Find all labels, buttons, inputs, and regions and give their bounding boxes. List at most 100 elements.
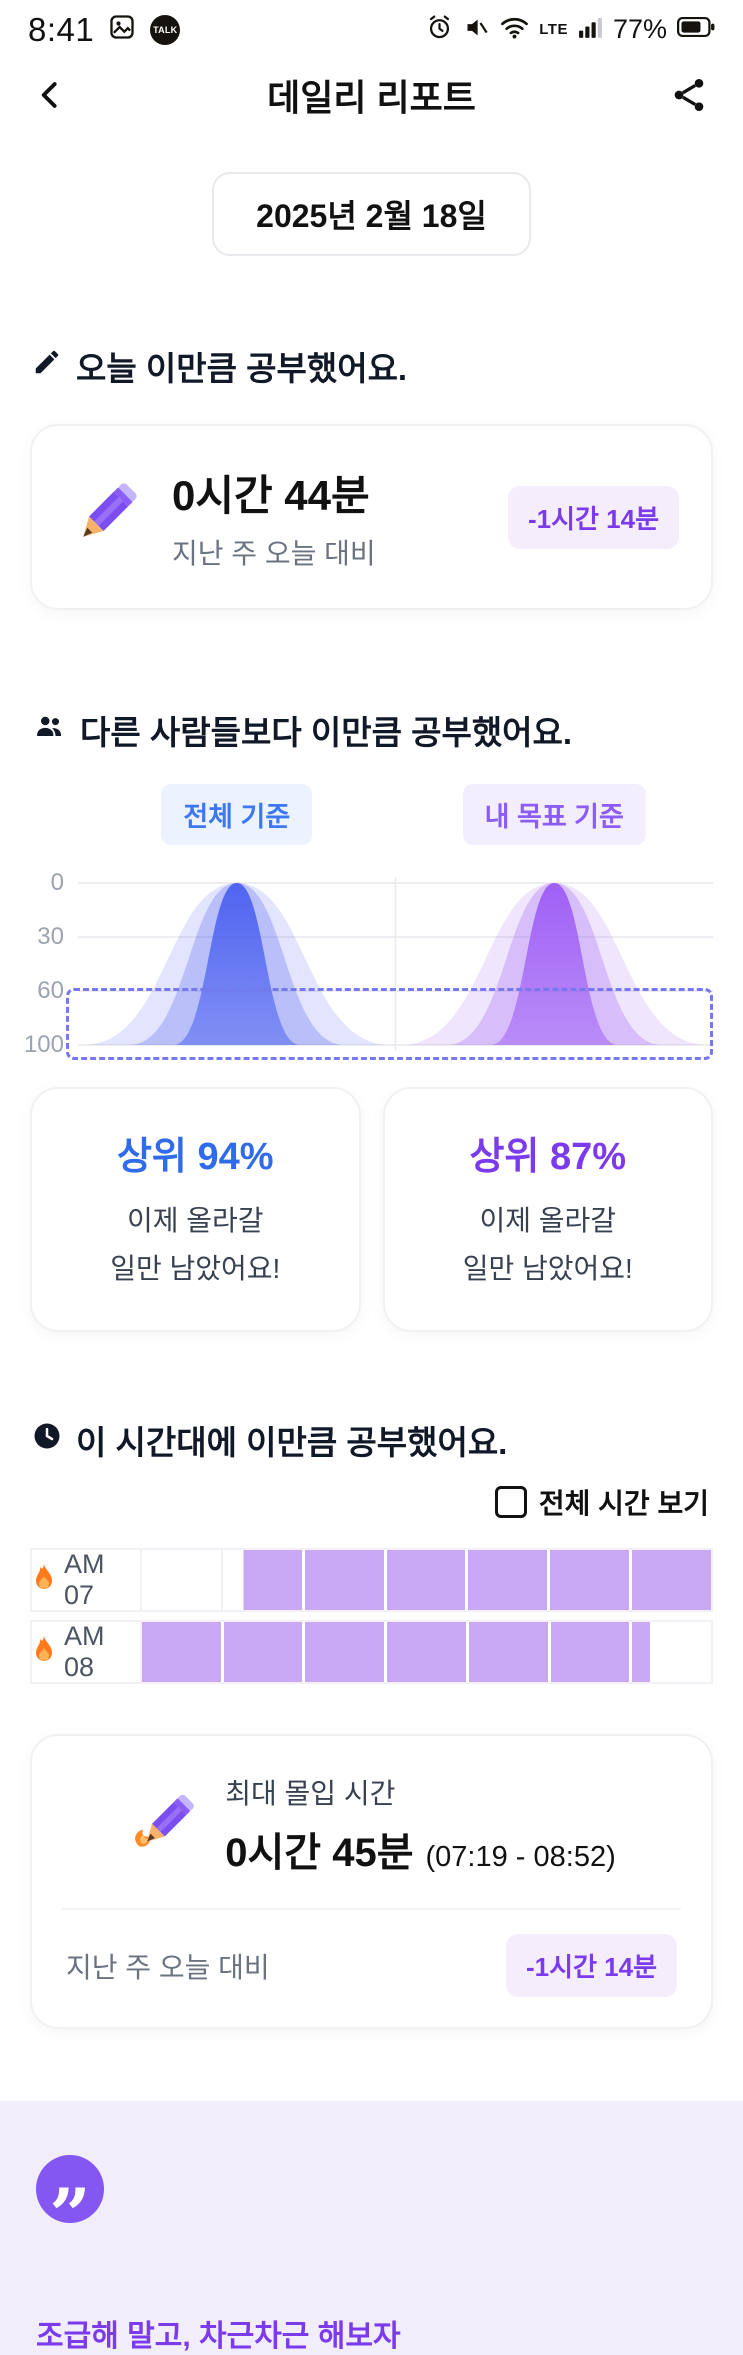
alarm-icon bbox=[426, 14, 453, 46]
overall-msg-line1: 이제 올라갈 bbox=[126, 1205, 264, 1236]
hour-label: AM 08 bbox=[64, 1621, 105, 1682]
distribution-plot bbox=[66, 869, 713, 1060]
photo-notification-icon bbox=[108, 13, 136, 46]
status-left: 8:41 TALK bbox=[28, 10, 181, 49]
time-row-label: AM 07 bbox=[30, 1548, 142, 1612]
legend-goal-tag: 내 목표 기준 bbox=[462, 784, 646, 845]
today-study-time: 0시간 44분 bbox=[172, 472, 370, 519]
time-grid-cell bbox=[632, 1622, 712, 1682]
focus-pencil-icon bbox=[127, 1787, 199, 1864]
overall-percent: 상위 94% bbox=[116, 1136, 274, 1178]
time-grid-row: AM 07 bbox=[30, 1548, 713, 1612]
time-grid-cell bbox=[304, 1550, 387, 1610]
percentile-section-title: 다른 사람들보다 이만큼 공부했어요. bbox=[80, 714, 573, 751]
pencil-icon bbox=[64, 474, 146, 561]
focus-text-block: 최대 몰입 시간 0시간 45분 (07:19 - 08:52) bbox=[225, 1772, 616, 1878]
time-grid-cell bbox=[550, 1622, 633, 1682]
flame-icon bbox=[32, 1635, 56, 1670]
time-grid-cell bbox=[305, 1622, 388, 1682]
focus-time-card: 최대 몰입 시간 0시간 45분 (07:19 - 08:52) 지난 주 오늘… bbox=[30, 1734, 713, 2029]
today-compare-badge: -1시간 14분 bbox=[507, 485, 679, 549]
time-grid-track bbox=[142, 1620, 713, 1684]
back-button[interactable] bbox=[34, 78, 68, 112]
percentile-section-heading: 다른 사람들보다 이만큼 공부했어요. bbox=[32, 706, 711, 754]
date-row: 2025년 2월 18일 bbox=[0, 172, 743, 256]
goal-percent: 상위 87% bbox=[469, 1136, 627, 1178]
time-grid-cell bbox=[222, 1550, 305, 1610]
network-type-label: LTE bbox=[539, 21, 568, 39]
focus-range: (07:19 - 08:52) bbox=[425, 1841, 616, 1873]
time-row-label: AM 08 bbox=[30, 1620, 142, 1684]
focus-compare-label: 지난 주 오늘 대비 bbox=[66, 1951, 270, 1983]
time-grid-cell bbox=[386, 1550, 469, 1610]
goal-percentile-card: 상위 87% 이제 올라갈 일만 남았어요! bbox=[382, 1087, 713, 1332]
status-right: LTE 77% bbox=[426, 14, 715, 46]
distribution-chart: 0 30 60 100 bbox=[24, 869, 713, 1060]
focus-top: 최대 몰입 시간 0시간 45분 (07:19 - 08:52) bbox=[66, 1772, 677, 1878]
goal-msg-line1: 이제 올라갈 bbox=[479, 1205, 617, 1236]
status-time: 8:41 bbox=[28, 10, 95, 48]
time-grid-cell bbox=[142, 1550, 223, 1610]
time-grid-cell bbox=[142, 1622, 224, 1682]
today-section-heading: 오늘 이만큼 공부했어요. bbox=[32, 342, 711, 390]
percentile-cards: 상위 94% 이제 올라갈 일만 남았어요! 상위 87% 이제 올라갈 일만 … bbox=[30, 1087, 713, 1332]
y-axis-labels: 0 30 60 100 bbox=[24, 869, 78, 1059]
time-grid-cell bbox=[468, 1622, 551, 1682]
people-heading-icon bbox=[32, 711, 66, 749]
quote-icon: ” bbox=[36, 2155, 104, 2223]
quote-section: ” 조급해 말고, 차근차근 해보자 bbox=[0, 2101, 743, 2355]
page-title: 데일리 리포트 bbox=[267, 76, 476, 118]
status-bar: 8:41 TALK bbox=[0, 0, 743, 54]
time-grid-cell bbox=[468, 1550, 551, 1610]
y-tick: 100 bbox=[23, 1031, 64, 1058]
time-grid-cell bbox=[632, 1550, 712, 1610]
date-selector[interactable]: 2025년 2월 18일 bbox=[212, 172, 531, 256]
talk-notification-icon: TALK bbox=[150, 14, 181, 45]
focus-compare-badge: -1시간 14분 bbox=[505, 1934, 677, 1997]
focus-duration: 0시간 45분 bbox=[225, 1831, 414, 1875]
y-tick: 30 bbox=[37, 923, 64, 950]
time-section-heading: 이 시간대에 이만큼 공부했어요. bbox=[32, 1416, 711, 1464]
header: 데일리 리포트 bbox=[0, 54, 743, 136]
today-study-card: 0시간 44분 지난 주 오늘 대비 -1시간 14분 bbox=[30, 424, 713, 610]
time-grid-row: AM 08 bbox=[30, 1620, 713, 1684]
talk-badge-label: TALK bbox=[153, 24, 178, 35]
time-grid-track bbox=[142, 1548, 713, 1612]
y-tick: 0 bbox=[50, 869, 64, 896]
flame-icon bbox=[32, 1563, 56, 1598]
legend-right-half: 내 목표 기준 bbox=[396, 784, 714, 845]
focus-bottom: 지난 주 오늘 대비 -1시간 14분 bbox=[66, 1934, 677, 1997]
legend-left-half: 전체 기준 bbox=[78, 784, 396, 845]
today-compare-label: 지난 주 오늘 대비 bbox=[172, 538, 376, 569]
battery-percent-label: 77% bbox=[612, 14, 667, 45]
legend-overall-tag: 전체 기준 bbox=[161, 784, 313, 845]
time-grid-cell bbox=[550, 1550, 633, 1610]
goal-msg-line2: 일만 남았어요! bbox=[462, 1253, 633, 1284]
time-grid-cell bbox=[223, 1622, 306, 1682]
y-tick: 60 bbox=[37, 977, 64, 1004]
chart-legend-row: 전체 기준 내 목표 기준 bbox=[78, 784, 713, 845]
share-button[interactable] bbox=[669, 75, 709, 115]
signal-bars-icon bbox=[578, 15, 603, 45]
show-all-hours-checkbox[interactable] bbox=[494, 1486, 527, 1518]
time-grid-cell bbox=[387, 1622, 469, 1682]
share-icon bbox=[674, 78, 704, 111]
focus-time-row: 0시간 45분 (07:19 - 08:52) bbox=[225, 1820, 616, 1878]
overall-msg-line2: 일만 남았어요! bbox=[110, 1253, 281, 1284]
time-section-title: 이 시간대에 이만큼 공부했어요. bbox=[76, 1424, 508, 1461]
clock-heading-icon bbox=[32, 1421, 62, 1459]
show-all-hours-row: 전체 시간 보기 bbox=[34, 1482, 709, 1522]
back-chevron-icon bbox=[41, 81, 57, 108]
time-grid: AM 07 AM 08 bbox=[30, 1548, 713, 1684]
bell-overall bbox=[83, 883, 391, 1045]
focus-title: 최대 몰입 시간 bbox=[225, 1778, 396, 1809]
hour-label: AM 07 bbox=[64, 1549, 105, 1610]
focus-card-divider bbox=[62, 1908, 681, 1910]
today-study-text: 0시간 44분 지난 주 오늘 대비 bbox=[172, 462, 376, 572]
show-all-hours-label: 전체 시간 보기 bbox=[538, 1488, 709, 1519]
bell-curves bbox=[78, 877, 713, 1051]
quote-text: 조급해 말고, 차근차근 해보자 bbox=[36, 2320, 401, 2353]
mute-icon bbox=[463, 14, 490, 46]
wifi-icon bbox=[500, 15, 529, 45]
